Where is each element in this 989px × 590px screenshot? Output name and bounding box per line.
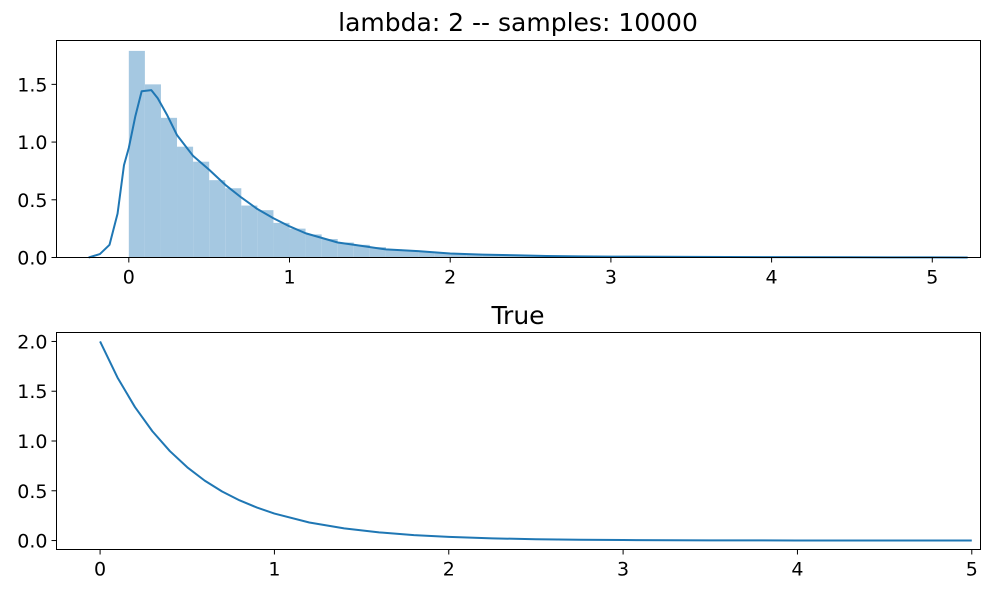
kde-curve-group [88, 89, 968, 259]
histogram-bar [385, 249, 402, 258]
y-tick-label: 1.0 [17, 132, 47, 154]
true-density-subplot: True 0 1 2 3 4 5 0.0 0.5 1.0 1.5 2.0 [17, 301, 981, 581]
x-tick-label: 5 [926, 267, 938, 289]
x-tick-label: 3 [617, 559, 629, 581]
histogram-bar [401, 250, 419, 258]
x-tick-label: 1 [283, 267, 295, 289]
y-tick-label: 1.5 [17, 381, 47, 403]
histogram-bar [305, 234, 322, 258]
y-tick-label: 1.5 [17, 74, 47, 96]
x-tick-label: 3 [605, 267, 617, 289]
true-density-y-ticks: 0.0 0.5 1.0 1.5 2.0 [17, 331, 57, 553]
y-tick-label: 0.0 [17, 248, 47, 270]
true-density-axes-frame [56, 332, 981, 550]
histogram-bar [434, 252, 451, 258]
histogram-bar [450, 253, 467, 258]
histogram-bar [321, 239, 338, 258]
histogram-bar [353, 244, 370, 258]
x-tick-label: 0 [123, 267, 135, 289]
x-tick-label: 4 [791, 559, 803, 581]
x-tick-label: 5 [966, 559, 978, 581]
histogram-bar [241, 205, 258, 258]
histogram-x-ticks: 0 1 2 3 4 5 [123, 257, 938, 289]
kde-line [88, 89, 968, 259]
histogram-bar [177, 146, 194, 258]
x-tick-label: 2 [444, 267, 456, 289]
x-tick-label: 1 [268, 559, 280, 581]
histogram-bar [257, 210, 274, 258]
y-tick-label: 0.5 [17, 481, 47, 503]
true-density-x-ticks: 0 1 2 3 4 5 [94, 549, 978, 581]
histogram-bar [337, 242, 354, 258]
y-tick-label: 1.0 [17, 431, 47, 453]
true-density-title: True [490, 301, 544, 330]
histogram-bar [482, 254, 499, 258]
histogram-bar [530, 256, 547, 258]
histogram-title: lambda: 2 -- samples: 10000 [338, 8, 698, 37]
true-density-line [99, 341, 972, 542]
x-tick-label: 0 [94, 559, 106, 581]
histogram-bar [418, 251, 435, 258]
histogram-y-ticks: 0.0 0.5 1.0 1.5 [17, 74, 57, 270]
histogram-axes-frame [56, 40, 981, 258]
histogram-bar [273, 222, 290, 258]
x-tick-label: 2 [443, 559, 455, 581]
histogram-bar [289, 228, 306, 258]
true-density-line-group [99, 341, 972, 542]
histogram-bars [128, 50, 708, 258]
histogram-bar [160, 117, 178, 258]
histogram-bar [225, 188, 242, 258]
histogram-bar [193, 161, 210, 258]
x-tick-label: 4 [766, 267, 778, 289]
histogram-bar [498, 255, 515, 258]
histogram-bar [514, 255, 531, 258]
histogram-bar [466, 254, 483, 258]
histogram-bar [369, 247, 386, 258]
histogram-bar [144, 84, 161, 258]
y-tick-label: 0.5 [17, 190, 47, 212]
histogram-bar [209, 180, 226, 258]
y-tick-label: 2.0 [17, 331, 47, 353]
y-tick-label: 0.0 [17, 531, 47, 553]
histogram-bar [128, 50, 145, 258]
